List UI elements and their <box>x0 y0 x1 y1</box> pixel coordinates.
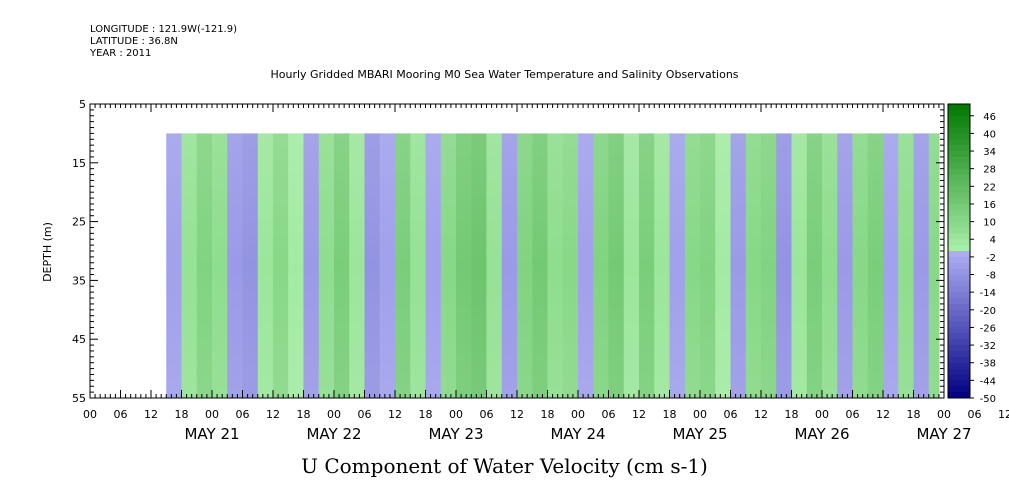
x-tick-label: 12 <box>998 408 1009 421</box>
colorbar <box>947 103 971 399</box>
colorbar-label: 16 <box>983 200 996 211</box>
x-tick-label: 00 <box>327 408 341 421</box>
colorbar-label: -38 <box>980 359 996 370</box>
x-tick-label: 12 <box>876 408 890 421</box>
colorbar-label: -20 <box>980 306 996 317</box>
colorbar-label: 22 <box>983 182 996 193</box>
colorbar-label: 4 <box>990 235 996 246</box>
y-tick-label: 35 <box>72 274 86 287</box>
x-tick-label: 18 <box>907 408 921 421</box>
x-tick-label: 18 <box>297 408 311 421</box>
colorbar-label: -32 <box>980 341 996 352</box>
x-tick-label: 12 <box>632 408 646 421</box>
x-tick-label: 12 <box>266 408 280 421</box>
y-tick-label: 55 <box>72 392 86 405</box>
x-day-label: MAY 27 <box>916 425 971 443</box>
colorbar-label: 40 <box>983 129 996 140</box>
y-tick-label: 45 <box>72 333 86 346</box>
x-tick-label: 06 <box>114 408 128 421</box>
colorbar-label: -2 <box>986 253 996 264</box>
x-tick-label: 06 <box>480 408 494 421</box>
x-tick-label: 18 <box>541 408 555 421</box>
x-tick-label: 12 <box>388 408 402 421</box>
colorbar-label: -50 <box>980 394 996 405</box>
x-tick-label: 06 <box>602 408 616 421</box>
colorbar-label: 46 <box>983 112 996 123</box>
x-tick-label: 00 <box>83 408 97 421</box>
colorbar-label: 28 <box>983 165 996 176</box>
x-tick-label: 18 <box>663 408 677 421</box>
colorbar-label: 10 <box>983 218 996 229</box>
colorbar-label: -26 <box>980 323 996 334</box>
x-tick-label: 06 <box>846 408 860 421</box>
x-day-label: MAY 24 <box>550 425 605 443</box>
y-axis-label: DEPTH (m) <box>41 222 54 282</box>
x-tick-label: 06 <box>236 408 250 421</box>
x-tick-label: 00 <box>815 408 829 421</box>
x-day-label: MAY 26 <box>794 425 849 443</box>
colorbar-label: -8 <box>986 271 996 282</box>
x-day-label: MAY 21 <box>184 425 239 443</box>
x-tick-label: 18 <box>785 408 799 421</box>
y-tick-label: 25 <box>72 216 86 229</box>
x-tick-label: 06 <box>724 408 738 421</box>
x-day-label: MAY 23 <box>428 425 483 443</box>
x-tick-label: 18 <box>175 408 189 421</box>
year-label: YEAR : 2011 <box>90 48 152 59</box>
x-axis-label: U Component of Water Velocity (cm s-1) <box>301 454 708 478</box>
x-tick-label: 12 <box>510 408 524 421</box>
colorbar-label: -44 <box>980 376 996 387</box>
x-tick-label: 18 <box>419 408 433 421</box>
x-tick-label: 00 <box>571 408 585 421</box>
x-day-label: MAY 25 <box>672 425 727 443</box>
x-tick-label: 00 <box>449 408 463 421</box>
colorbar-label: 34 <box>983 147 996 158</box>
longitude-label: LONGITUDE : 121.9W(-121.9) <box>90 24 237 35</box>
x-tick-label: 12 <box>144 408 158 421</box>
y-tick-label: 5 <box>79 98 86 111</box>
x-day-label: MAY 22 <box>306 425 361 443</box>
x-tick-label: 12 <box>754 408 768 421</box>
x-tick-label: 00 <box>693 408 707 421</box>
x-tick-label: 06 <box>358 408 372 421</box>
latitude-label: LATITUDE : 36.8N <box>90 36 178 47</box>
x-tick-label: 00 <box>205 408 219 421</box>
y-tick-label: 15 <box>72 157 86 170</box>
colorbar-label: -14 <box>980 288 996 299</box>
chart-title: Hourly Gridded MBARI Mooring M0 Sea Wate… <box>270 68 739 81</box>
x-tick-label: 00 <box>937 408 951 421</box>
x-tick-label: 06 <box>968 408 982 421</box>
